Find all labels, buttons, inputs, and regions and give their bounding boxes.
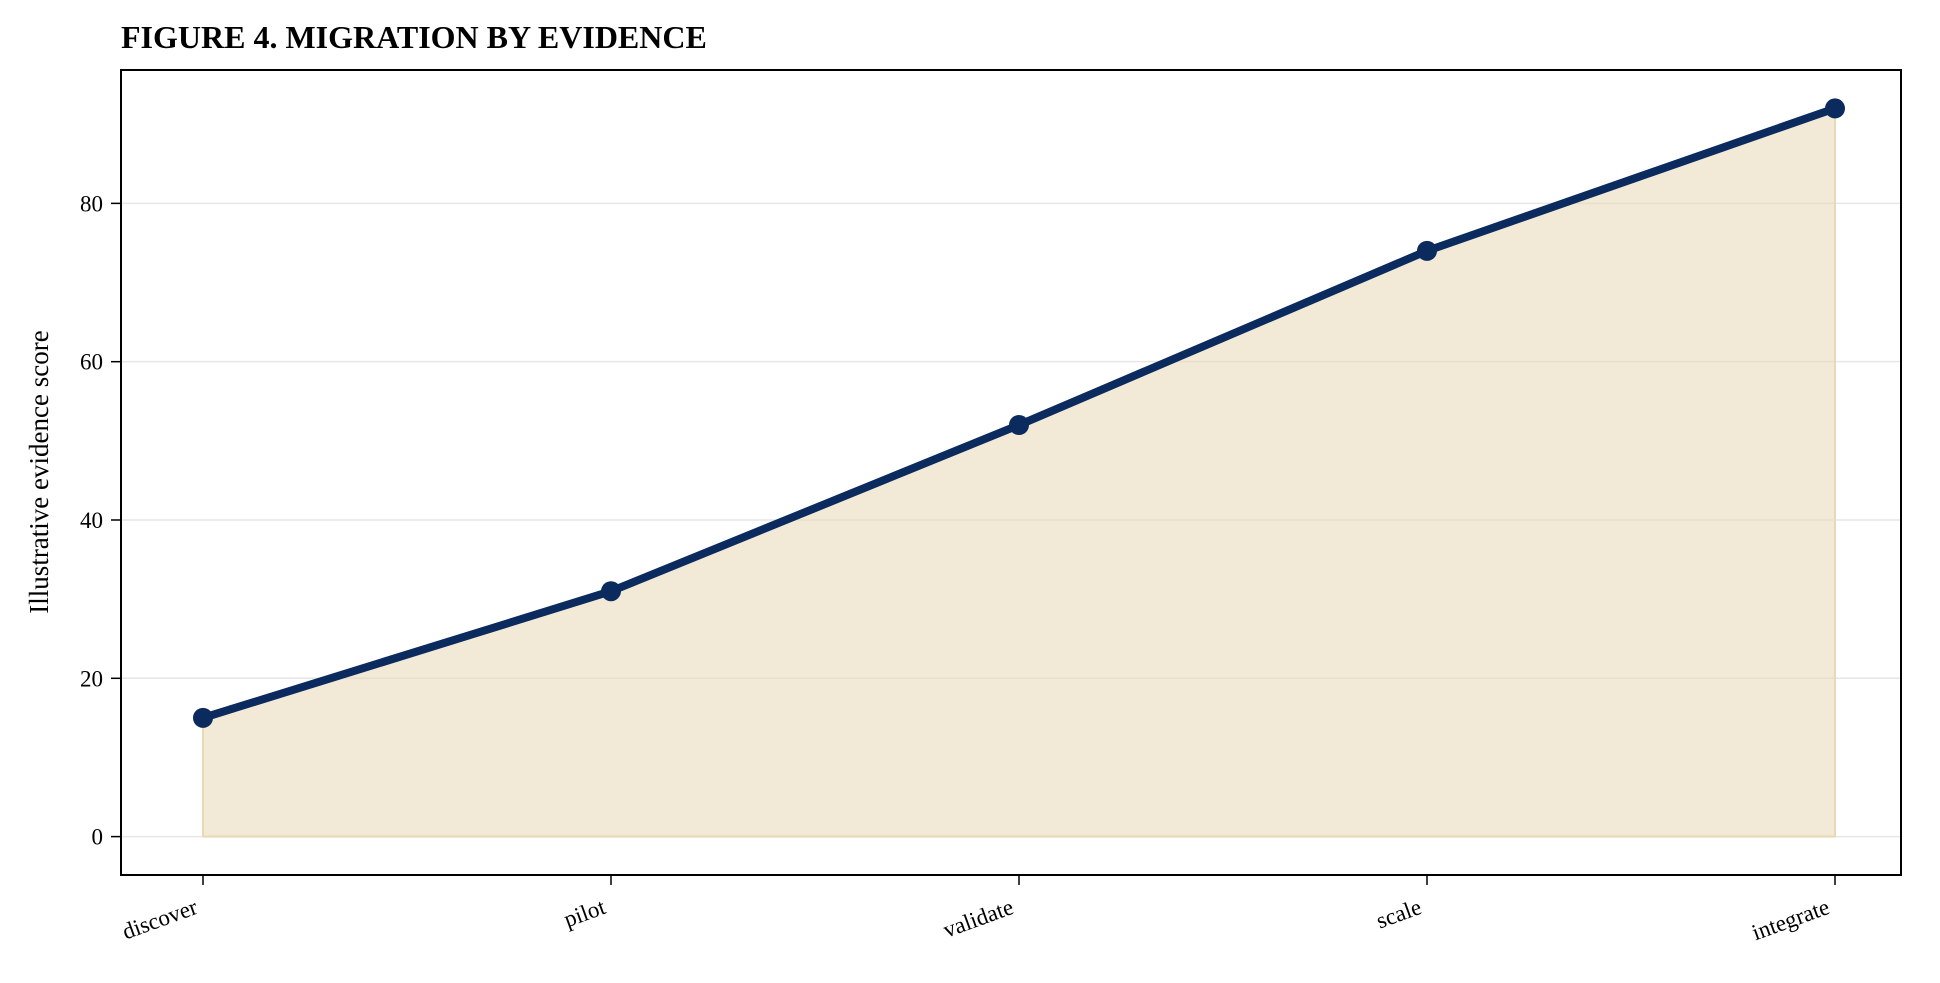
chart-title: FIGURE 4. MIGRATION BY EVIDENCE: [121, 19, 707, 55]
y-tick-label-80: 80: [80, 191, 103, 216]
points: [193, 98, 1845, 728]
x-tick-label-scale: scale: [1373, 894, 1425, 933]
x-tick-label-pilot: pilot: [561, 894, 610, 932]
y-tick-label-60: 60: [80, 350, 103, 375]
x-tick-label-integrate: integrate: [1749, 894, 1833, 945]
y-tick-label-20: 20: [80, 666, 103, 691]
data-point-discover: [193, 707, 213, 728]
area-fill: [202, 106, 1836, 838]
data-point-validate: [1009, 415, 1029, 436]
y-axis: 0 20 40 60 80: [80, 191, 121, 850]
plot-frame: [120, 69, 1902, 876]
x-tick-label-discover: discover: [119, 894, 201, 944]
data-point-integrate: [1825, 98, 1845, 119]
data-point-pilot: [601, 581, 621, 602]
x-tick-label-validate: validate: [940, 894, 1017, 942]
y-tick-label-0: 0: [92, 825, 104, 850]
data-point-scale: [1417, 240, 1437, 261]
y-axis-label: Illustrative evidence score: [24, 330, 54, 613]
y-tick-label-40: 40: [80, 508, 103, 533]
area-layer: [202, 106, 1836, 838]
x-axis: discover pilot validate scale integrate: [119, 875, 1836, 945]
